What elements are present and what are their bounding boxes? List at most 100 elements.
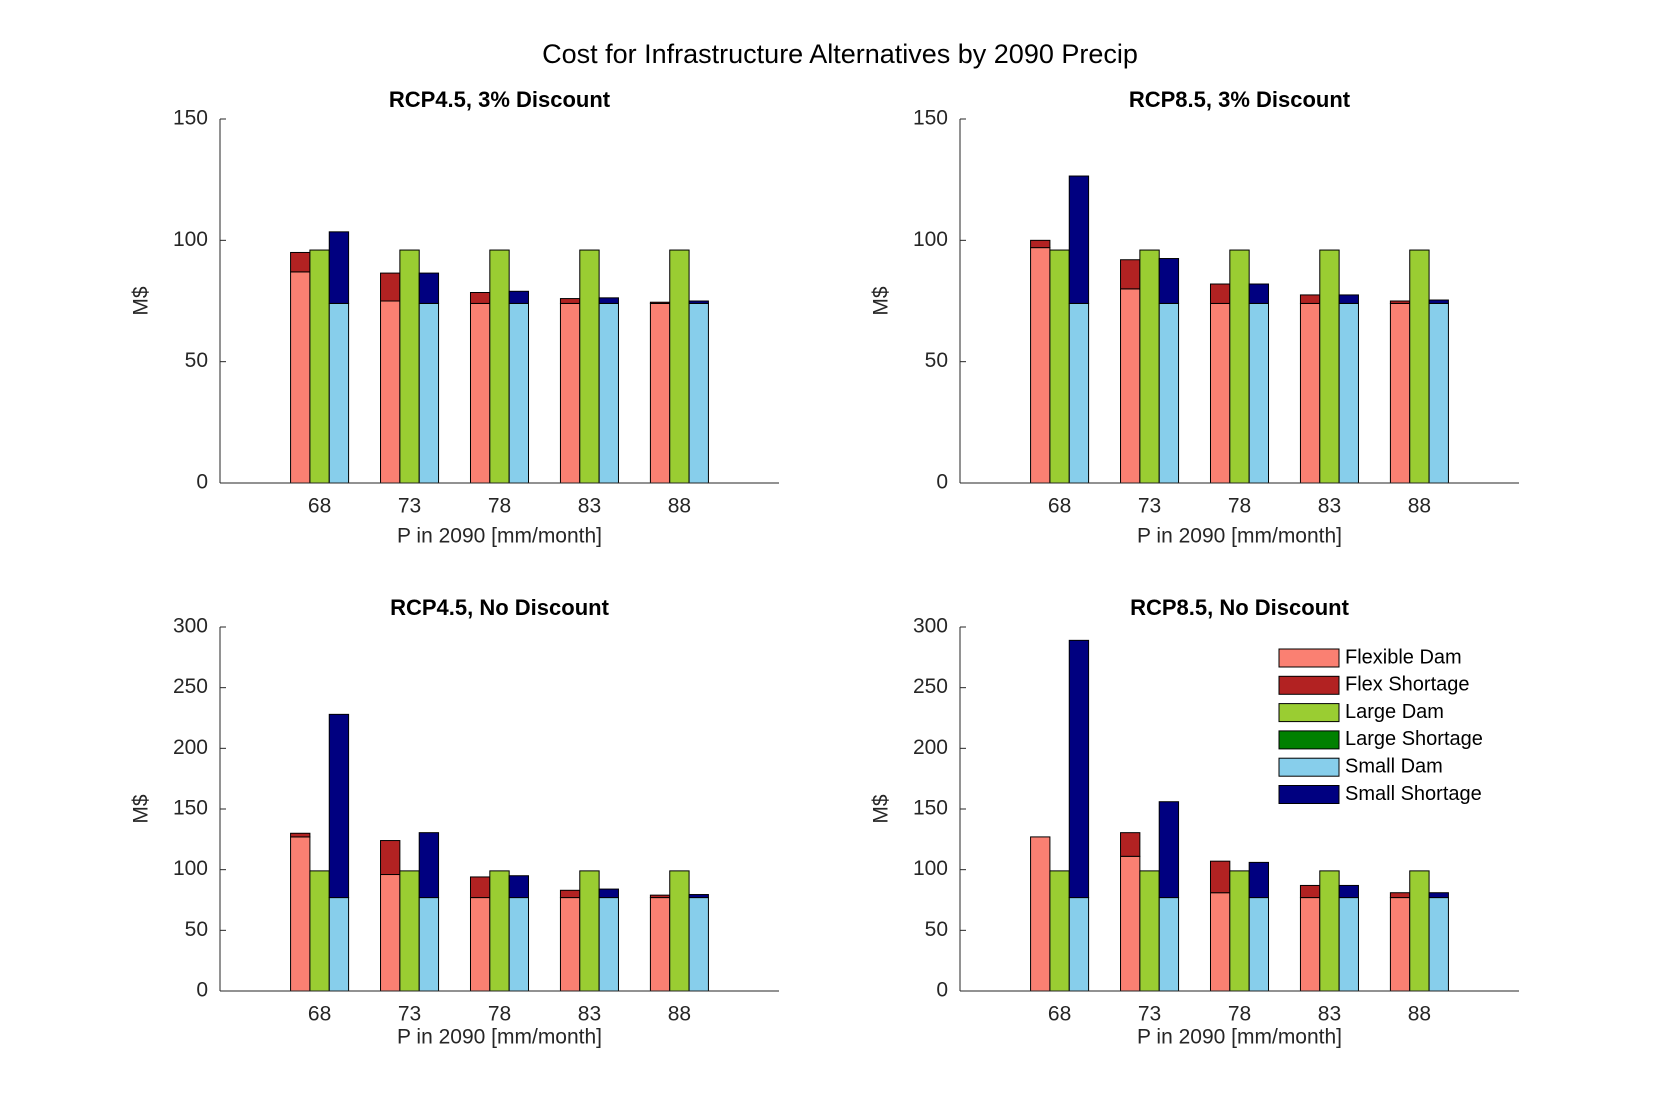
bar <box>290 251 311 273</box>
bar <box>1030 836 1051 992</box>
legend-swatch <box>1278 757 1340 777</box>
x-tick-label: 73 <box>1138 495 1161 518</box>
x-tick-label: 78 <box>1228 1003 1251 1026</box>
bar <box>1158 801 1180 899</box>
y-tick-label: 0 <box>936 471 948 494</box>
x-tick-label: 83 <box>1318 495 1341 518</box>
legend-label: Large Shortage <box>1345 728 1483 750</box>
bar <box>669 249 690 484</box>
bar <box>508 302 530 484</box>
bar <box>1068 639 1090 899</box>
bar <box>469 292 491 304</box>
bar <box>1428 897 1449 992</box>
bar <box>418 897 440 992</box>
y-tick-label: 50 <box>185 349 208 372</box>
bar <box>309 870 330 992</box>
bar <box>649 301 671 304</box>
bar <box>1049 249 1070 484</box>
bar <box>1068 897 1090 992</box>
x-tick-label: 88 <box>668 495 691 518</box>
bar <box>1120 259 1141 290</box>
bar <box>1299 302 1321 484</box>
bar <box>1120 855 1141 992</box>
legend-swatch <box>1278 648 1340 668</box>
bar <box>1409 249 1430 484</box>
y-tick-label: 150 <box>913 107 948 130</box>
bar <box>1139 249 1160 484</box>
bar <box>649 302 671 484</box>
bar <box>290 271 311 484</box>
bar <box>1248 897 1270 992</box>
bar <box>1299 897 1321 992</box>
bar <box>399 870 420 992</box>
x-axis-label: P in 2090 [mm/month] <box>1137 525 1342 548</box>
y-tick-label: 0 <box>196 471 208 494</box>
bar <box>1049 870 1070 992</box>
y-tick-label: 100 <box>913 857 948 880</box>
bar <box>688 894 709 899</box>
y-tick-label: 150 <box>173 797 208 820</box>
bar <box>649 894 671 899</box>
x-tick-label: 68 <box>1048 1003 1071 1026</box>
y-axis-label: M$ <box>870 286 893 315</box>
x-axis-label: P in 2090 [mm/month] <box>397 525 602 548</box>
bar <box>1428 302 1449 484</box>
bar <box>1068 175 1090 304</box>
bar <box>559 302 581 484</box>
bar <box>1158 897 1180 992</box>
y-tick-label: 250 <box>913 675 948 698</box>
bar <box>1389 300 1411 304</box>
bar <box>309 249 330 484</box>
y-tick-label: 0 <box>196 979 208 1002</box>
chart-title: RCP8.5, 3% Discount <box>1129 87 1351 112</box>
bar <box>688 302 709 484</box>
legend-label: Flex Shortage <box>1345 674 1470 696</box>
legend-label: Large Dam <box>1345 701 1444 723</box>
bar <box>1338 884 1359 899</box>
bar <box>489 249 510 484</box>
y-tick-label: 300 <box>913 615 948 638</box>
y-axis-label: M$ <box>870 794 893 823</box>
x-tick-label: 83 <box>578 1003 601 1026</box>
bar <box>380 874 401 992</box>
x-tick-label: 78 <box>1228 495 1251 518</box>
bar <box>1338 897 1359 992</box>
legend-swatch <box>1278 703 1340 723</box>
bar <box>1158 302 1180 484</box>
y-tick-label: 100 <box>173 228 208 251</box>
legend-swatch <box>1278 785 1340 804</box>
bar <box>418 302 440 484</box>
chart-title: RCP4.5, No Discount <box>390 595 609 620</box>
bar <box>508 290 530 304</box>
bar <box>579 870 600 992</box>
bar <box>1158 258 1180 304</box>
bar <box>328 231 350 304</box>
bar <box>418 832 440 899</box>
bar <box>1248 302 1270 484</box>
legend-label: Flexible Dam <box>1345 646 1462 668</box>
bar <box>1120 832 1141 857</box>
bar <box>1409 870 1430 992</box>
chart-title: RCP8.5, No Discount <box>1130 595 1349 620</box>
bar <box>559 889 581 899</box>
x-tick-label: 68 <box>308 495 331 518</box>
bar <box>1030 239 1051 249</box>
bar <box>1209 302 1231 484</box>
bar <box>1229 870 1250 992</box>
x-tick-label: 73 <box>398 495 421 518</box>
bar <box>688 897 709 992</box>
x-tick-label: 88 <box>668 1003 691 1026</box>
bar <box>649 897 671 992</box>
bar <box>1338 294 1359 304</box>
bar <box>1428 299 1449 304</box>
y-tick-label: 100 <box>173 857 208 880</box>
bar <box>1428 892 1449 899</box>
legend-label: Small Shortage <box>1345 783 1482 805</box>
y-tick-label: 50 <box>185 918 208 941</box>
bar <box>508 875 530 899</box>
y-tick-label: 250 <box>173 675 208 698</box>
bar <box>469 897 491 992</box>
x-axis-label: P in 2090 [mm/month] <box>1137 1026 1342 1049</box>
bar <box>1299 294 1321 304</box>
